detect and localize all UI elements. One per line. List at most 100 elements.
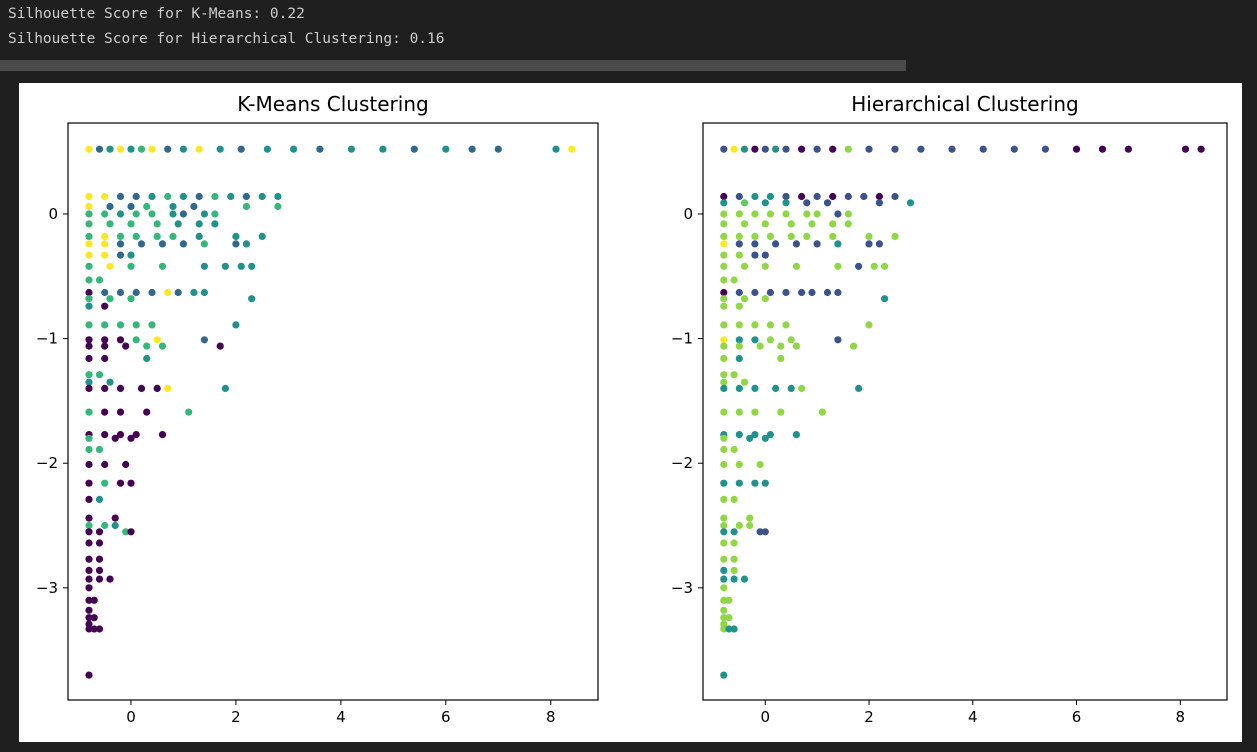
scatter-point (174, 220, 182, 228)
scatter-point (834, 262, 842, 270)
scatter-point (730, 145, 738, 153)
scatter-point (85, 584, 93, 592)
scatter-point (101, 384, 109, 392)
cell-output: Silhouette Score for K-Means: 0.22 Silhou… (8, 2, 445, 52)
scatter-point (164, 384, 172, 392)
scatter-point (132, 232, 140, 240)
scatter-point (101, 192, 109, 201)
scatter-point (95, 539, 104, 547)
scatter-point (730, 625, 738, 633)
scatter-point (772, 384, 780, 392)
scatter-point (782, 288, 790, 297)
scatter-point (85, 288, 93, 297)
scatter-point (1197, 145, 1205, 153)
scatter-point (740, 262, 749, 270)
scatter-point (1041, 145, 1049, 153)
scatter-point (221, 262, 229, 270)
scatter-point (143, 202, 151, 211)
scatter-point (777, 408, 785, 416)
scatter-point (751, 145, 759, 153)
x-tick-label: 0 (126, 708, 136, 726)
scatter-point (85, 495, 93, 503)
scatter-point (85, 539, 93, 547)
scatter-point (720, 220, 728, 228)
scatter-point (735, 302, 743, 310)
x-tick-label: 6 (1072, 708, 1082, 726)
scatter-point (725, 625, 733, 633)
scatter-point (735, 521, 743, 530)
scatter-point (735, 408, 743, 416)
x-tick-label: 2 (231, 708, 241, 726)
scatter-point (127, 262, 135, 270)
scatter-point (200, 262, 208, 270)
scatter-point (132, 431, 140, 439)
scatter-point (85, 514, 93, 522)
scatter-point (127, 145, 135, 153)
scatter-point (101, 240, 109, 248)
scatter-point (720, 336, 728, 344)
scatter-point (735, 192, 743, 201)
scatter-point (85, 210, 93, 218)
scatter-point (823, 288, 832, 297)
scatter-point (101, 302, 109, 310)
scatter-point (85, 614, 93, 622)
scatter-point (865, 321, 873, 329)
scatter-point (169, 210, 177, 218)
scatter-point (90, 614, 98, 622)
scatter-point (185, 408, 193, 416)
scatter-point (179, 210, 187, 218)
scatter-point (101, 232, 109, 240)
scatter-point (792, 262, 801, 270)
scatter-point (730, 276, 738, 284)
y-tick-label: 0 (48, 205, 58, 223)
scatter-point (792, 431, 801, 439)
scatter-point (735, 336, 743, 344)
scatter-point (179, 192, 187, 201)
scatter-point (730, 528, 738, 536)
scatter-point (116, 336, 125, 344)
scatter-point (116, 192, 125, 201)
scatter-point (85, 240, 93, 248)
scatter-point (106, 575, 114, 583)
scatter-point (148, 145, 156, 153)
scatter-point (158, 240, 167, 248)
scatter-point (85, 596, 93, 604)
scatter-point (891, 232, 899, 240)
scatter-point (85, 384, 93, 392)
scatter-point (242, 240, 250, 248)
scatter-point (782, 145, 790, 153)
scatter-point (122, 528, 130, 536)
scatter-point (111, 514, 119, 522)
scatter-point (190, 202, 198, 211)
scatter-point (829, 192, 837, 201)
scatter-point (735, 232, 743, 240)
scatter-point (761, 220, 769, 228)
scatter-point (258, 232, 266, 240)
scatter-point (127, 220, 135, 228)
scatter-point (122, 342, 130, 350)
scatter-point (101, 408, 109, 416)
scatter-point (849, 342, 858, 350)
scatter-point (751, 431, 759, 439)
scatter-point (179, 145, 187, 153)
y-tick-label: −3 (671, 579, 693, 597)
scatter-point (818, 408, 826, 416)
scatter-point (248, 295, 256, 303)
scatter-point (808, 220, 816, 228)
scatter-point (274, 202, 282, 211)
x-tick-label: 4 (968, 708, 978, 726)
scatter-point (137, 145, 146, 153)
scatter-point (720, 528, 728, 536)
scatter-point (865, 145, 873, 153)
scatter-point (740, 145, 749, 153)
scatter-point (792, 240, 801, 248)
scatter-point (772, 145, 780, 153)
scatter-point (1124, 145, 1132, 153)
scatter-point (740, 295, 749, 303)
scatter-point (720, 445, 728, 454)
scatter-point (101, 336, 109, 344)
scatter-point (169, 202, 177, 211)
x-tick-label: 6 (441, 708, 451, 726)
horizontal-scrollbar[interactable] (0, 60, 906, 71)
y-tick-label: −1 (36, 330, 58, 348)
